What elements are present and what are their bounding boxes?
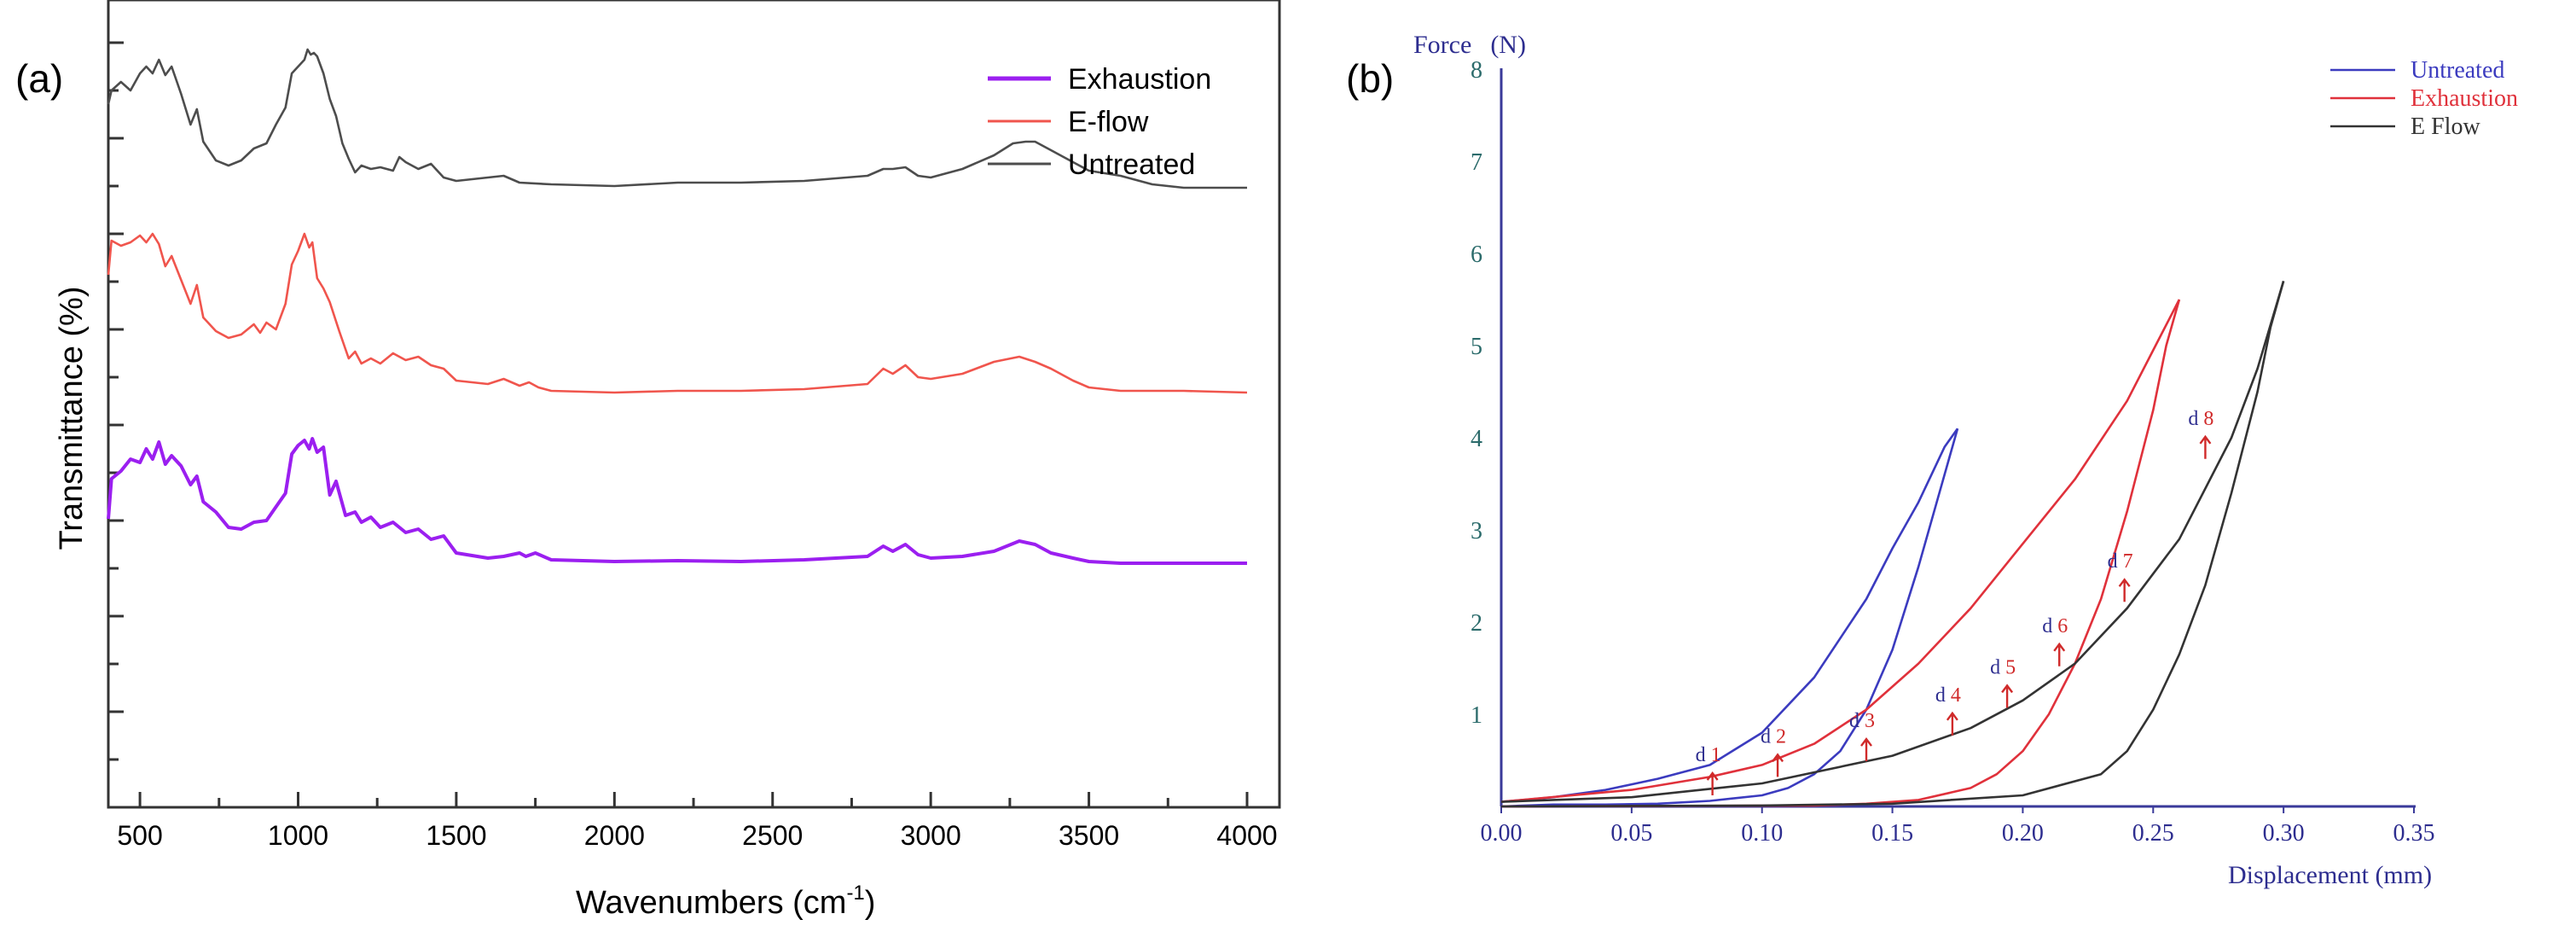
y-tick-label: 8 — [1471, 57, 1482, 84]
x-tick-label: 0.00 — [1481, 820, 1523, 847]
legend-label: Exhaustion — [1068, 63, 1211, 96]
panel-b-y-tick-labels: 1 2 3 4 5 6 7 8 — [1471, 57, 1482, 729]
y-tick-label: 1 — [1471, 702, 1482, 729]
annotation-arrow — [1946, 711, 1958, 736]
x-tick-label: 0.30 — [2263, 820, 2305, 847]
annotation-d6: d 6 — [2042, 615, 2068, 666]
y-tick-label: 3 — [1471, 518, 1482, 544]
annotation-arrow — [1706, 771, 1719, 795]
panel-b-x-tick-labels: 0.00 0.05 0.10 0.15 0.20 0.25 0.30 0.35 — [1481, 820, 2435, 847]
panel-b-x-axis-label: Displacement (mm) — [2228, 861, 2432, 889]
panel-a-y-ticks — [108, 41, 124, 761]
legend-label: E-flow — [1068, 106, 1149, 138]
x-tick-label: 0.20 — [2002, 820, 2044, 847]
y-tick-label: 5 — [1471, 334, 1482, 360]
annotation-label: d 6 — [2042, 615, 2068, 637]
y-tick-label: 2 — [1471, 610, 1482, 637]
series-line-untreated — [107, 48, 1247, 189]
annotation-arrow — [2118, 578, 2131, 602]
annotation-d5: d 5 — [1990, 656, 2016, 708]
x-tick-label: 2000 — [584, 820, 645, 851]
x-tick-label: 500 — [117, 820, 162, 851]
panel-b-label: (b) — [1346, 56, 1394, 101]
panel-a-legend: Exhaustion E-flow Untreated — [988, 63, 1211, 181]
x-tick-label: 1500 — [426, 820, 486, 851]
x-tick-label: 0.05 — [1610, 820, 1652, 847]
panel-a-x-ticks — [138, 792, 1249, 807]
panel-b-annotations: d 1 d 2 d 3 d 4 d 5 d 6 d 7 d 8 — [1696, 408, 2213, 795]
panel-a-y-axis-label: Transmittance (%) — [54, 287, 90, 550]
curve-exhaustion-loading — [1500, 299, 2181, 803]
panel-b-y-axis-label: Force (N) — [1413, 31, 1526, 59]
x-tick-label: 0.10 — [1741, 820, 1783, 847]
x-tick-label: 3000 — [901, 820, 961, 851]
legend-label: Exhaustion — [2411, 85, 2518, 112]
curve-untreated-loading — [1500, 428, 1959, 803]
panel-b-series — [1500, 281, 2285, 808]
annotation-arrow — [1860, 737, 1872, 762]
curve-e-flow-unloading — [1500, 281, 2285, 808]
panel-b-x-ticks — [1500, 806, 2415, 813]
y-tick-label: 4 — [1471, 426, 1482, 452]
annotation-label: d 3 — [1849, 710, 1875, 732]
annotation-label: d 8 — [2188, 408, 2213, 430]
annotation-label: d 5 — [1990, 656, 2016, 678]
series-line-exhaustion — [107, 437, 1247, 565]
curve-e-flow-loading — [1500, 281, 2285, 803]
y-tick-label: 6 — [1471, 242, 1482, 268]
annotation-arrow — [1772, 753, 1784, 777]
y-tick-label: 7 — [1471, 149, 1482, 176]
legend-label: E Flow — [2411, 113, 2480, 140]
annotation-arrow — [2199, 434, 2212, 459]
annotation-d3: d 3 — [1849, 710, 1875, 762]
x-tick-label: 2500 — [742, 820, 803, 851]
panel-a: (a) 500 1000 1500 2000 2500 3000 3500 4000 Exha… — [15, 0, 1281, 921]
annotation-label: d 1 — [1696, 744, 1721, 766]
x-tick-label: 0.35 — [2393, 820, 2435, 847]
annotation-d4: d 4 — [1935, 684, 1961, 736]
curve-exhaustion-unloading — [1500, 299, 2181, 808]
legend-label: Untreated — [2411, 57, 2504, 84]
x-tick-label: 0.25 — [2132, 820, 2174, 847]
annotation-label: d 4 — [1935, 684, 1961, 707]
panel-a-label: (a) — [15, 56, 63, 101]
x-tick-label: 4000 — [1216, 820, 1277, 851]
x-tick-label: 3500 — [1059, 820, 1119, 851]
annotation-d8: d 8 — [2188, 408, 2213, 459]
curve-untreated-unloading — [1500, 428, 1959, 808]
annotation-label: d 7 — [2108, 550, 2133, 573]
x-tick-label: 0.15 — [1871, 820, 1913, 847]
legend-label: Untreated — [1068, 148, 1195, 181]
panel-a-series — [107, 48, 1248, 565]
x-tick-label: 1000 — [268, 820, 328, 851]
annotation-d1: d 1 — [1696, 744, 1721, 795]
annotation-d2: d 2 — [1761, 725, 1786, 777]
panel-b: (b) Force (N) Displacement (mm) 0.00 0.05 0… — [1346, 31, 2518, 889]
series-line-e-flow — [107, 232, 1248, 394]
annotation-label: d 2 — [1761, 725, 1786, 748]
annotation-arrow — [2001, 684, 2014, 708]
annotation-d7: d 7 — [2108, 550, 2133, 602]
annotation-arrow — [2053, 642, 2066, 666]
panel-a-x-axis-label: Wavenumbers (cm-1) — [576, 882, 875, 921]
panel-a-x-tick-labels: 500 1000 1500 2000 2500 3000 3500 4000 — [117, 820, 1277, 851]
